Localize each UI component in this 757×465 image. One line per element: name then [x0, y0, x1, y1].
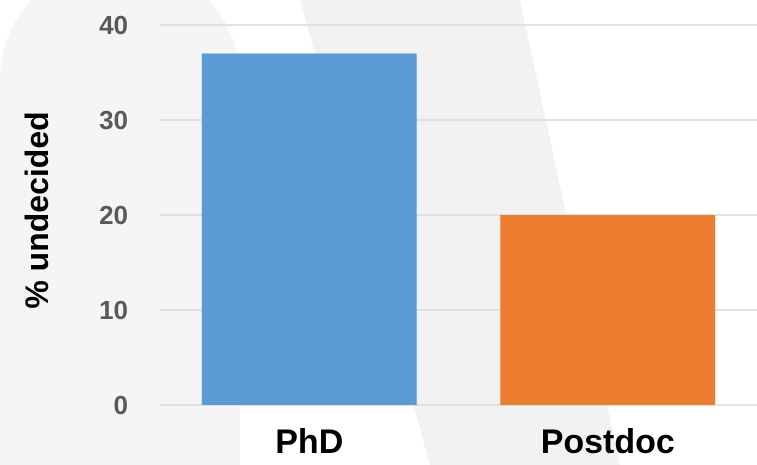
bar-postdoc	[500, 215, 716, 405]
y-tick-label: 20	[99, 200, 128, 230]
y-axis-title: % undecided	[19, 111, 55, 308]
y-tick-label: 30	[99, 105, 128, 135]
y-tick-label: 0	[114, 390, 128, 420]
x-category-labels: PhD Postdoc	[275, 423, 675, 461]
y-tick-label: 40	[99, 10, 128, 40]
bar-phd	[201, 53, 417, 405]
x-category-label-postdoc: Postdoc	[541, 423, 675, 461]
y-tick-label: 10	[99, 295, 128, 325]
x-category-label-phd: PhD	[275, 423, 343, 461]
bars	[201, 53, 716, 405]
y-tick-labels: 0 10 20 30 40	[99, 10, 128, 420]
